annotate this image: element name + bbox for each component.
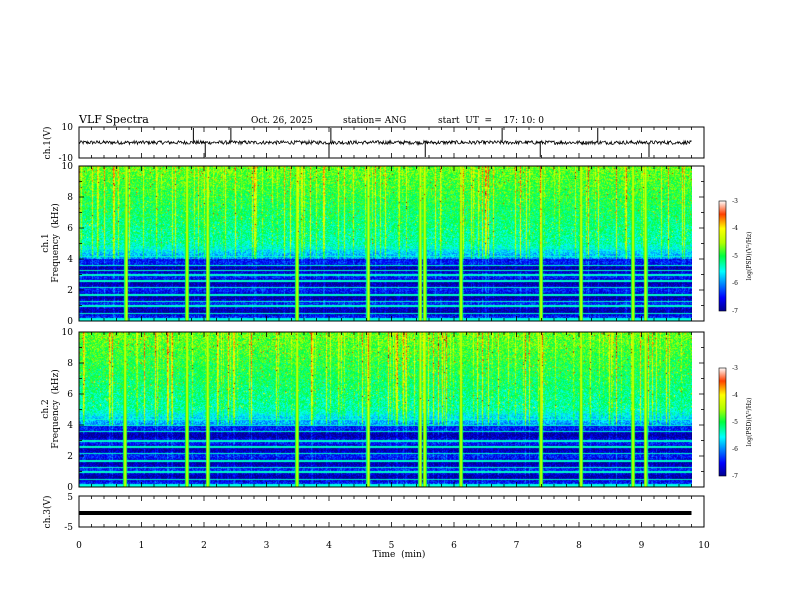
ch1-spec-ytick-4: 4 [67, 255, 73, 265]
ch3-ytick-top: 5 [67, 493, 73, 503]
ch2-spec-ytick-10: 10 [62, 328, 74, 338]
ch1-waveform-line [78, 139, 692, 146]
ch1-cb-tick-m5: -5 [732, 253, 738, 260]
ch2-spec-ytick-8: 8 [67, 359, 73, 369]
ch2-colorbar-scale [718, 367, 727, 477]
xtick-label-3: 3 [264, 541, 270, 551]
ch1-spec-ytick-10: 10 [62, 162, 74, 172]
xtick-label-7: 7 [514, 541, 520, 551]
ch2-spectrogram-panel: 0 2 4 6 8 10 ch.2 Frequency (kHz) -3 -4 … [41, 328, 753, 493]
ch2-colorbar-label: log(PSD)(V²/Hz) [746, 398, 753, 447]
xtick-label-2: 2 [201, 541, 207, 551]
ch1-waveform-panel: 10 -10 ch.1(V) [42, 123, 705, 164]
ch2-cb-tick-m4: -4 [732, 392, 738, 399]
ch1-cb-tick-m7: -7 [732, 308, 738, 315]
ch1-spectrogram-heatmap [79, 166, 692, 321]
ch2-spec-ylabel-channel: ch.2 [41, 399, 51, 418]
xtick-label-4: 4 [326, 541, 332, 551]
ch1-spec-ytick-6: 6 [67, 224, 73, 234]
time-axis-tick-labels: 0 1 2 3 4 5 6 7 8 9 10 [76, 541, 710, 551]
ch1-spec-ylabel-frequency: Frequency (kHz) [50, 203, 61, 282]
ch1-ytick-top: 10 [62, 123, 74, 133]
time-axis-ticks [78, 127, 705, 527]
xtick-label-6: 6 [451, 541, 457, 551]
xtick-label-8: 8 [576, 541, 582, 551]
ch1-colorbar-label: log(PSD)(V²/Hz) [746, 232, 753, 281]
figure-title: VLF Spectra [78, 113, 149, 126]
xtick-label-10: 10 [698, 541, 710, 551]
ch1-spectrogram-panel: 0 2 4 6 8 10 ch.1 Frequency (kHz) -3 -4 … [41, 162, 753, 327]
ch2-colorbar: -3 -4 -5 -6 -7 log(PSD)(V²/Hz) [718, 365, 753, 480]
ch3-waveform-panel: 5 -5 ch.3(V) [42, 493, 705, 533]
ch1-cb-tick-m4: -4 [732, 225, 738, 232]
ch1-spectrogram-yticks: 0 2 4 6 8 10 [62, 162, 74, 327]
ch2-spec-ytick-2: 2 [67, 452, 73, 462]
xtick-label-1: 1 [139, 541, 145, 551]
ch2-spectrogram-heatmap [79, 332, 692, 487]
ch2-spec-ytick-0: 0 [67, 483, 73, 493]
ch2-cb-tick-m7: -7 [732, 473, 738, 480]
ch2-cb-tick-m5: -5 [732, 419, 738, 426]
ch1-spec-ylabel-channel: ch.1 [41, 233, 51, 252]
station-label: station= ANG [343, 116, 406, 126]
ch2-cb-tick-m6: -6 [732, 446, 738, 453]
ch1-spec-ytick-0: 0 [67, 317, 73, 327]
ch1-cb-tick-m3: -3 [732, 198, 738, 205]
xtick-label-9: 9 [639, 541, 645, 551]
ch1-ylabel: ch.1(V) [42, 127, 53, 160]
xtick-label-5: 5 [389, 541, 395, 551]
ch1-spec-ytick-8: 8 [67, 193, 73, 203]
ch2-spec-ytick-6: 6 [67, 390, 73, 400]
ch1-colorbar: -3 -4 -5 -6 -7 log(PSD)(V²/Hz) [718, 198, 753, 315]
ch2-spectrogram-yticks: 0 2 4 6 8 10 [62, 328, 74, 493]
date-label: Oct. 26, 2025 [251, 116, 313, 126]
ch2-cb-tick-m3: -3 [732, 365, 738, 372]
ch2-spec-ylabel-frequency: Frequency (kHz) [50, 369, 61, 448]
ch1-waveform-trace [78, 128, 692, 157]
ch2-spec-ytick-4: 4 [67, 421, 73, 431]
ch1-ytick-bottom: -10 [59, 154, 74, 164]
ch1-cb-tick-m6: -6 [732, 280, 738, 287]
start-time-label: start UT = 17: 10: 0 [438, 116, 544, 126]
ch3-ytick-bottom: -5 [64, 523, 73, 533]
ch1-spec-ytick-2: 2 [67, 286, 73, 296]
time-axis-label: Time (min) [373, 549, 426, 560]
ch3-ylabel: ch.3(V) [42, 496, 53, 529]
ch1-colorbar-scale [718, 200, 727, 312]
xtick-label-0: 0 [76, 541, 82, 551]
